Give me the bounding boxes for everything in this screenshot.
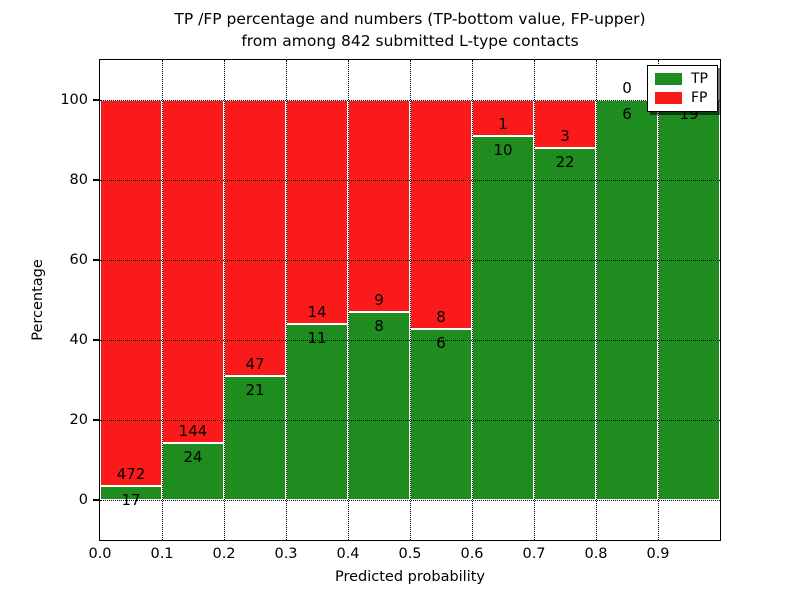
bar-fp-count-label: 14 bbox=[307, 303, 327, 321]
bar-tp-segment bbox=[472, 136, 534, 500]
bar-fp-count-label: 3 bbox=[560, 127, 570, 145]
bar-tp-count-label: 24 bbox=[183, 447, 203, 466]
y-tick-label: 40 bbox=[69, 332, 88, 348]
gridline-vertical bbox=[348, 60, 349, 540]
bar-tp-segment bbox=[658, 100, 720, 500]
bar-fp-segment bbox=[286, 100, 348, 324]
x-tick-label: 0.5 bbox=[398, 546, 422, 562]
bar-fp-count-label: 47 bbox=[245, 355, 265, 374]
legend-swatch-tp bbox=[655, 73, 682, 85]
bar-tp-segment bbox=[100, 486, 162, 500]
gridline-vertical bbox=[472, 60, 473, 540]
bar-tp-segment bbox=[348, 311, 410, 500]
x-tick-label: 0.4 bbox=[336, 546, 360, 562]
chart-title: TP /FP percentage and numbers (TP-bottom… bbox=[0, 8, 800, 52]
y-tick-mark bbox=[93, 499, 100, 501]
gridline-horizontal bbox=[100, 420, 720, 421]
gridline-vertical bbox=[224, 60, 225, 540]
bar-tp-count-label: 8 bbox=[374, 316, 384, 335]
legend: TP FP bbox=[647, 65, 718, 112]
bar-tp-segment bbox=[410, 328, 472, 500]
bar-fp-segment bbox=[162, 100, 224, 443]
x-tick-label: 0.7 bbox=[522, 546, 546, 562]
chart-title-line-1: TP /FP percentage and numbers (TP-bottom… bbox=[174, 10, 646, 28]
gridline-horizontal bbox=[100, 260, 720, 261]
bar-fp-segment bbox=[224, 100, 286, 377]
gridline-vertical bbox=[410, 60, 411, 540]
legend-label-tp: TP bbox=[691, 71, 708, 87]
legend-row-fp: FP bbox=[655, 91, 708, 105]
y-tick-mark bbox=[93, 339, 100, 341]
bar-tp-count-label: 21 bbox=[245, 381, 265, 400]
gridline-horizontal bbox=[100, 340, 720, 341]
y-tick-mark bbox=[93, 179, 100, 181]
bar-fp-count-label: 9 bbox=[374, 290, 384, 309]
legend-label-fp: FP bbox=[691, 90, 708, 106]
legend-row-tp: TP bbox=[655, 72, 708, 86]
bar-tp-segment bbox=[224, 376, 286, 500]
bar-tp-segment bbox=[596, 100, 658, 500]
y-tick-label: 60 bbox=[69, 252, 88, 268]
bar-fp-count-label: 472 bbox=[116, 465, 146, 484]
legend-swatch-fp bbox=[655, 92, 682, 104]
bar-fp-count-label: 144 bbox=[178, 421, 208, 440]
bar-tp-count-label: 22 bbox=[555, 153, 575, 171]
bar-tp-count-label: 6 bbox=[622, 105, 632, 123]
x-tick-label: 0.2 bbox=[212, 546, 236, 562]
gridline-horizontal bbox=[100, 500, 720, 501]
bar-fp-count-label: 1 bbox=[498, 115, 508, 134]
bar-tp-count-label: 17 bbox=[121, 491, 141, 510]
bar-tp-count-label: 11 bbox=[307, 329, 327, 347]
bar-fp-segment bbox=[410, 100, 472, 329]
y-tick-label: 80 bbox=[69, 172, 88, 188]
y-tick-mark bbox=[93, 259, 100, 261]
y-tick-mark bbox=[93, 99, 100, 101]
bar-fp-count-label: 0 bbox=[622, 79, 632, 97]
bar-tp-count-label: 10 bbox=[493, 141, 513, 160]
bar-tp-segment bbox=[162, 442, 224, 500]
x-tick-label: 0.1 bbox=[150, 546, 174, 562]
bar-fp-segment bbox=[100, 100, 162, 487]
y-tick-label: 20 bbox=[69, 412, 88, 428]
bar-tp-count-label: 6 bbox=[436, 333, 446, 352]
x-tick-label: 0.3 bbox=[274, 546, 298, 562]
y-tick-label: 0 bbox=[78, 492, 88, 508]
gridline-horizontal bbox=[100, 100, 720, 101]
gridline-vertical bbox=[162, 60, 163, 540]
gridline-vertical bbox=[534, 60, 535, 540]
y-tick-mark bbox=[93, 419, 100, 421]
x-tick-label: 0.6 bbox=[460, 546, 484, 562]
gridline-vertical bbox=[658, 60, 659, 540]
x-tick-label: 0.8 bbox=[584, 546, 608, 562]
bar-fp-segment bbox=[348, 100, 410, 312]
gridline-horizontal bbox=[100, 180, 720, 181]
plot-area: 472171442447211411988611032206019 bbox=[99, 59, 721, 541]
x-tick-label: 0.0 bbox=[88, 546, 112, 562]
gridline-vertical bbox=[596, 60, 597, 540]
x-axis-label: Predicted probability bbox=[334, 569, 486, 585]
chart-title-line-2: from among 842 submitted L-type contacts bbox=[241, 32, 579, 50]
y-tick-label: 100 bbox=[60, 92, 88, 108]
y-axis-label: Percentage bbox=[30, 259, 46, 341]
x-tick-label: 0.9 bbox=[646, 546, 670, 562]
bar-fp-count-label: 8 bbox=[436, 307, 446, 326]
bar-tp-segment bbox=[286, 324, 348, 500]
gridline-vertical bbox=[286, 60, 287, 540]
bar-tp-segment bbox=[534, 148, 596, 500]
